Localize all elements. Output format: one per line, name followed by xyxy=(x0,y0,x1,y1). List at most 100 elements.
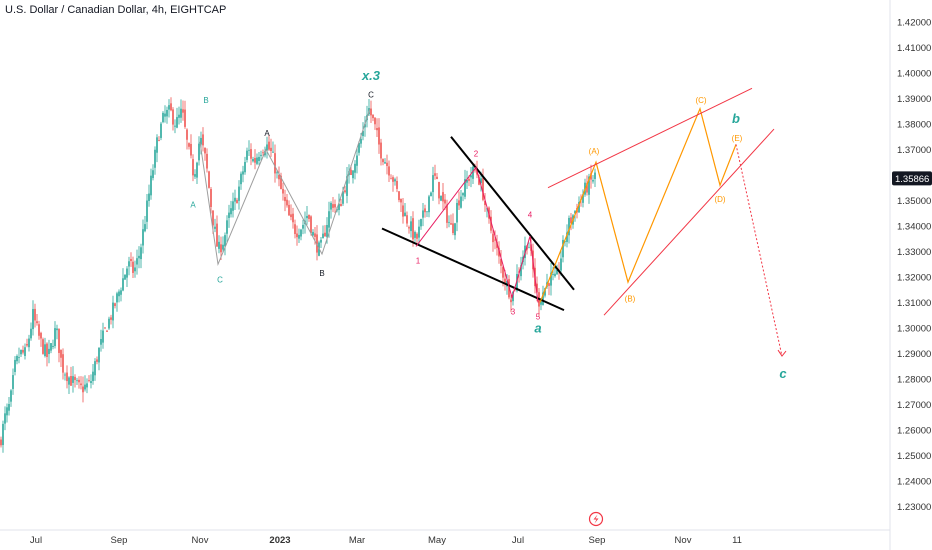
candle-up xyxy=(528,247,530,249)
candle-down xyxy=(570,217,572,224)
candle-down xyxy=(284,196,286,202)
candle-up xyxy=(352,170,354,179)
candle-up xyxy=(554,273,556,277)
wave-label: (E) xyxy=(732,134,743,143)
candle-down xyxy=(80,383,82,386)
candle-up xyxy=(138,255,140,259)
candle-up xyxy=(430,192,432,197)
candle-up xyxy=(108,318,110,329)
candle-down xyxy=(412,218,414,240)
candle-down xyxy=(170,103,172,111)
candle-down xyxy=(396,180,398,189)
y-tick-label: 1.29000 xyxy=(897,349,931,360)
pattern-line-gray_wave xyxy=(199,108,371,267)
candle-up xyxy=(404,212,406,216)
candle-up xyxy=(242,171,244,175)
candle-down xyxy=(220,244,222,253)
candle-up xyxy=(582,194,584,203)
candle-up xyxy=(420,218,422,227)
candle-up xyxy=(552,274,554,276)
candle-down xyxy=(378,127,380,145)
candle-up xyxy=(550,272,552,286)
candle-up xyxy=(266,144,268,151)
candle-up xyxy=(540,301,542,305)
candle-down xyxy=(280,175,282,190)
wave-label: C xyxy=(368,91,374,100)
wave-label: c xyxy=(779,366,787,381)
candle-up xyxy=(228,212,230,218)
candle-up xyxy=(180,108,182,118)
candle-up xyxy=(162,112,164,123)
y-tick-label: 1.34000 xyxy=(897,222,931,233)
candle-up xyxy=(56,328,58,331)
current-price-label: 1.35866 xyxy=(895,174,929,185)
candle-down xyxy=(106,330,108,332)
candle-down xyxy=(66,372,68,382)
candle-down xyxy=(278,174,280,180)
candle-down xyxy=(502,266,504,278)
candle-up xyxy=(116,293,118,303)
candle-down xyxy=(294,224,296,235)
x-tick-label: Jul xyxy=(512,535,524,546)
candle-down xyxy=(494,239,496,241)
candle-down xyxy=(408,227,410,229)
candle-up xyxy=(244,161,246,173)
candle-up xyxy=(460,196,462,208)
candle-up xyxy=(20,349,22,355)
candle-down xyxy=(88,379,90,381)
candle-up xyxy=(134,267,136,272)
candle-up xyxy=(356,155,358,166)
wave-label: 1 xyxy=(416,256,421,265)
candle-up xyxy=(84,384,86,390)
candle-down xyxy=(288,204,290,216)
candle-up xyxy=(252,159,254,162)
candle-up xyxy=(198,143,200,161)
y-tick-label: 1.26000 xyxy=(897,426,931,437)
candle-up xyxy=(8,404,10,411)
candle-down xyxy=(398,191,400,201)
candle-up xyxy=(156,137,158,153)
candle-down xyxy=(282,188,284,194)
candle-up xyxy=(44,344,46,357)
candle-up xyxy=(178,114,180,118)
candle-down xyxy=(186,129,188,140)
candle-up xyxy=(152,170,154,179)
pattern-line-black xyxy=(381,227,565,312)
candle-up xyxy=(456,202,458,223)
wave-label: 3 xyxy=(511,307,516,316)
wave-label: C xyxy=(217,276,223,285)
wave-label: (A) xyxy=(589,147,600,156)
candle-up xyxy=(562,239,564,258)
candle-up xyxy=(150,175,152,196)
candle-up xyxy=(594,172,596,179)
wave-label: A xyxy=(190,200,196,209)
candle-down xyxy=(46,343,48,358)
candle-down xyxy=(262,152,264,154)
wave-label: 4 xyxy=(528,211,533,220)
event-icon[interactable] xyxy=(588,511,604,527)
candle-up xyxy=(52,345,54,347)
candle-down xyxy=(268,141,270,150)
candle-up xyxy=(86,383,88,388)
candle-up xyxy=(312,231,314,236)
candle-up xyxy=(122,278,124,291)
candle-up xyxy=(470,175,472,178)
candle-down xyxy=(492,233,494,243)
candle-up xyxy=(222,244,224,250)
candle-down xyxy=(490,216,492,231)
candle-up xyxy=(462,193,464,196)
y-tick-label: 1.32000 xyxy=(897,273,931,284)
candle-up xyxy=(440,195,442,201)
candle-down xyxy=(444,199,446,204)
candle-down xyxy=(374,117,376,125)
pattern-lines xyxy=(199,87,787,357)
candle-down xyxy=(436,176,438,179)
candle-down xyxy=(212,210,214,226)
candle-down xyxy=(96,359,98,362)
y-tick-label: 1.30000 xyxy=(897,324,931,335)
candle-up xyxy=(234,197,236,202)
candle-down xyxy=(324,232,326,237)
y-tick-label: 1.37000 xyxy=(897,145,931,156)
candle-down xyxy=(74,376,76,381)
